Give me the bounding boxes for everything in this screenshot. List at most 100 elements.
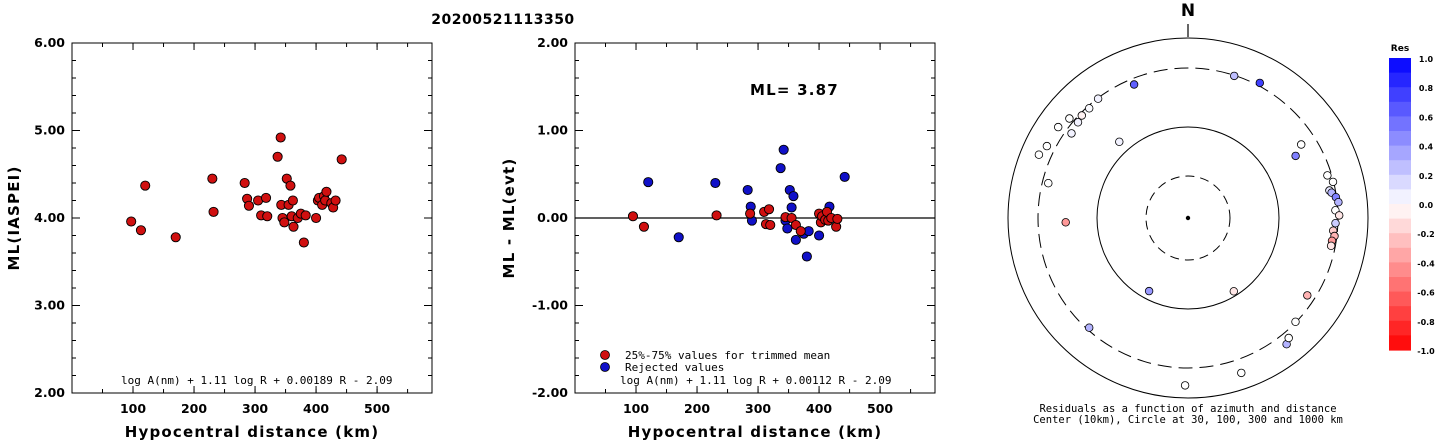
azimuth-residual-point (1323, 171, 1332, 180)
rejected-point (788, 191, 799, 202)
azimuth-residual-point (1065, 114, 1074, 123)
azimuth-residual-point (1034, 150, 1044, 159)
legend-used-label: 25%-75% values for trimmed mean (625, 349, 830, 362)
colorbar-tick-label: 0.2 (1419, 172, 1433, 181)
azimuth-residual-point (1073, 118, 1083, 127)
polar-caption-line1: Residuals as a function of azimuth and d… (1039, 403, 1336, 415)
plot2-ylabel: ML - ML(evt) (500, 158, 518, 279)
used-point (765, 219, 776, 231)
ml-point (336, 154, 347, 165)
azimuth-residual-point (1129, 80, 1139, 89)
plot2-ytick-label: -1.00 (532, 298, 568, 313)
rejected-point (786, 202, 797, 213)
ml-point (287, 195, 298, 206)
ml-point (135, 225, 146, 236)
azimuth-residual-point (1093, 94, 1103, 103)
colorbar-cell (1389, 247, 1411, 263)
plot1-xlabel: Hypocentral distance (km) (125, 423, 380, 441)
azimuth-residual-point (1291, 317, 1300, 326)
plot1-ticks: 100 200 300 400 500 2.00 3.00 4.00 5.00 6.00 (34, 35, 432, 416)
ml-point (170, 232, 181, 243)
colorbar-cell (1389, 160, 1411, 176)
azimuth-residual-point (1115, 137, 1124, 146)
colorbar-cell (1389, 204, 1411, 220)
ml-point (239, 177, 250, 189)
rejected-point (801, 251, 812, 262)
colorbar-cell (1389, 131, 1411, 147)
plot1-xtick-label: 400 (303, 401, 329, 416)
plot2-ytick-label: 0.00 (537, 210, 568, 225)
colorbar-cell (1389, 277, 1411, 293)
azimuth-residual-point (1144, 286, 1154, 296)
colorbar-cell (1389, 145, 1411, 161)
polar-points (1034, 71, 1344, 390)
azimuth-residual-point (1077, 111, 1086, 120)
azimuth-residual-point (1044, 178, 1053, 188)
plot2-xtick-label: 100 (623, 401, 649, 416)
azimuth-residual-point (1061, 218, 1070, 227)
plot1-ylabel: ML(IASPEI) (5, 165, 23, 270)
azimuth-residual-point (1303, 291, 1312, 300)
colorbar-cell (1389, 335, 1411, 351)
ml-point (285, 180, 296, 191)
colorbar-tick-label: -0.4 (1417, 259, 1435, 268)
colorbar-cell (1389, 58, 1411, 74)
colorbar-tick-label: 0.4 (1419, 143, 1434, 152)
colorbar-cell (1389, 218, 1411, 234)
ring-100km (1096, 126, 1280, 310)
rejected-point (790, 234, 801, 245)
legend-used-marker (600, 350, 610, 360)
azimuth-residual-point (1296, 140, 1306, 149)
rejected-point (778, 144, 789, 155)
legend-rejected-label: Rejected values (625, 361, 724, 374)
plot1-ytick-label: 4.00 (34, 210, 65, 225)
colorbar-cell (1389, 174, 1411, 190)
azimuth-residual-point (1331, 218, 1340, 228)
colorbar-cell (1389, 72, 1411, 88)
panel-residual-azimuth-map: N Residuals as a function of azimuth and… (1007, 1, 1369, 426)
colorbar-tick-label: -0.6 (1417, 289, 1435, 298)
azimuth-residual-point (1334, 197, 1343, 207)
ring-1000km (1007, 37, 1369, 399)
plot2-formula: log A(nm) + 1.11 log R + 0.00112 R - 2.0… (620, 374, 892, 387)
used-point (795, 226, 806, 237)
north-label: N (1181, 1, 1195, 21)
azimuth-residual-point (1237, 368, 1246, 378)
plot1-ytick-label: 5.00 (34, 123, 65, 138)
figure-title: 20200521113350 (431, 12, 574, 28)
plot1-frame (71, 42, 433, 394)
used-point (763, 204, 775, 215)
colorbar-tick-label: -0.8 (1417, 318, 1435, 327)
azimuth-residual-point (1180, 381, 1190, 390)
ml-point (207, 173, 218, 184)
used-point (711, 210, 722, 221)
used-point (638, 221, 649, 232)
ml-point (288, 221, 299, 232)
ml-point (262, 211, 273, 222)
azimuth-residual-point (1229, 71, 1239, 81)
plot1-xtick-label: 200 (181, 401, 207, 416)
plot2-ytick-label: 1.00 (537, 123, 568, 138)
panel-residual-vs-distance: 100 200 300 400 500 -2.00 -1.00 0.00 1.00 2.00 ML… (500, 35, 936, 441)
plot2-xtick-label: 200 (684, 401, 710, 416)
azimuth-residual-point (1291, 151, 1300, 161)
plot1-ytick-label: 3.00 (34, 298, 65, 313)
polar-caption-line2: Center (10km), Circle at 30, 100, 300 an… (1033, 414, 1343, 426)
colorbar-cell (1389, 101, 1411, 117)
colorbar-tick-label: 1.0 (1419, 55, 1434, 64)
colorbar-cell (1389, 262, 1411, 278)
azimuth-residual-point (1255, 78, 1264, 88)
ml-point (330, 195, 341, 206)
ml-point (300, 210, 311, 221)
panel-ml-vs-distance: 100 200 300 400 500 2.00 3.00 4.00 5.00 6.00 log … (5, 35, 433, 441)
azimuth-residual-point (1067, 129, 1076, 138)
colorbar-cell (1389, 233, 1411, 249)
plot2-xtick-label: 300 (745, 401, 771, 416)
colorbar-tick-label: -0.2 (1417, 230, 1435, 239)
colorbar-cell (1389, 87, 1411, 103)
ml-point (298, 237, 309, 248)
colorbar: Res 1.0 0.8 0.6 0.4 0.2 0.0 -0.2 -0.4 -0.6 -0.8 -1… (1389, 44, 1435, 356)
azimuth-residual-point (1084, 323, 1094, 332)
colorbar-ticks: 1.0 0.8 0.6 0.4 0.2 0.0 -0.2 -0.4 -0.6 -0.8 -1.0 (1417, 55, 1435, 356)
legend-rejected-marker (600, 362, 610, 372)
